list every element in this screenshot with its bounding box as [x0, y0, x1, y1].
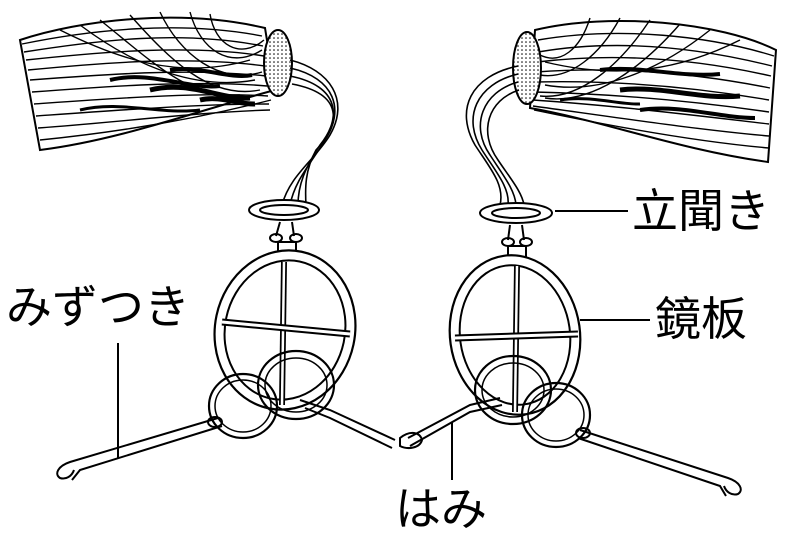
cheekpiece-left — [213, 199, 357, 411]
tassel-right-icon — [512, 17, 778, 164]
cord-left — [281, 59, 339, 206]
label-mizutsuki: みずつき — [6, 280, 190, 334]
cord-right — [465, 65, 525, 206]
label-hami: はみ — [395, 482, 487, 536]
tassel-left-icon — [18, 11, 293, 152]
rings — [207, 349, 592, 449]
hami-bit — [299, 397, 503, 449]
label-kyouban: 鏡板 — [655, 292, 747, 346]
label-tachigiki: 立聞き — [632, 184, 770, 238]
leader-lines — [117, 210, 650, 480]
mizutsuki-arms — [56, 416, 742, 497]
cheekpiece-right — [448, 202, 582, 416]
